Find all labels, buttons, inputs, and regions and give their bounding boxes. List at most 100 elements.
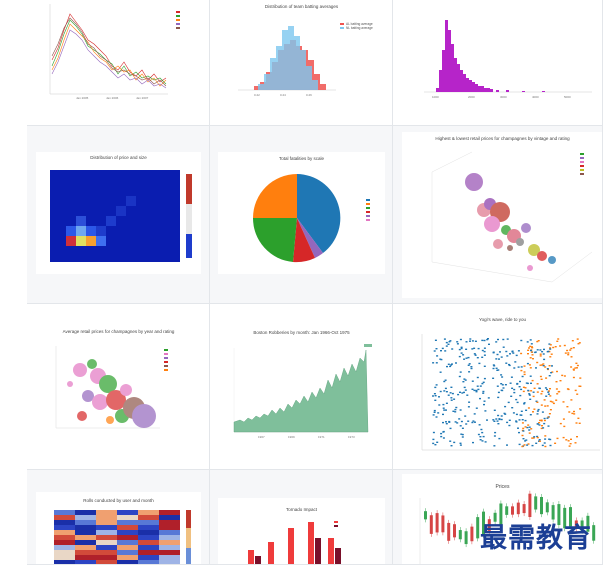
gallery-cell-area-chart[interactable]: Boston Robberies by month: Jan 1966-Oct …: [210, 304, 393, 470]
strip-point: [524, 440, 527, 442]
strip-point: [474, 421, 476, 423]
strip-point: [574, 389, 577, 392]
strip-point: [577, 417, 580, 419]
candle-body: [482, 511, 485, 536]
strip-point: [471, 388, 474, 390]
strip-point: [573, 410, 575, 413]
heatmap-cell: [117, 520, 138, 525]
strip-point: [519, 394, 522, 397]
candle-body: [441, 515, 445, 533]
strip-point: [497, 391, 500, 394]
strip-point: [522, 438, 525, 440]
chart-title: Tornado Impact: [285, 507, 318, 512]
heatmap-cell: [138, 540, 159, 545]
strip-point: [496, 420, 499, 422]
strip-point: [579, 385, 582, 387]
strip-point: [543, 358, 546, 361]
gallery-cell-strip-scatter[interactable]: Yogi's wave, ride to you: [393, 304, 603, 470]
strip-point: [505, 350, 508, 353]
strip-point: [552, 346, 555, 349]
strip-point: [443, 409, 446, 411]
strip-point: [475, 389, 478, 392]
strip-point: [578, 342, 581, 344]
strip-point: [496, 369, 499, 371]
strip-point: [483, 400, 486, 402]
strip-point: [445, 423, 448, 425]
heatmap-cell: [159, 520, 180, 525]
strip-point: [495, 341, 498, 343]
strip-point: [531, 437, 534, 439]
strip-point: [467, 364, 470, 366]
strip-point: [512, 412, 515, 414]
strip-point: [492, 364, 495, 366]
strip-point: [575, 362, 578, 364]
strip-point: [481, 356, 484, 358]
strip-point: [515, 413, 518, 416]
strip-point: [527, 353, 529, 355]
strip-point: [521, 375, 524, 378]
gallery-cell-magenta-histogram[interactable]: 1000 2000 3000 4000 5000: [393, 0, 603, 126]
strip-point: [465, 357, 468, 359]
strip-point: [540, 427, 543, 430]
gallery-cell-bubble-chart[interactable]: Average retail prices for champagnes by …: [27, 304, 210, 470]
heatmap-cell: [75, 530, 96, 535]
heatmap-cell: [117, 510, 138, 515]
gallery-cell-3d-bubble[interactable]: Highest & lowest retail prices for champ…: [393, 126, 603, 304]
gallery-cell-line-chart[interactable]: Jan 2005 Jan 2006 Jan 2007: [27, 0, 210, 126]
strip-point: [460, 433, 463, 435]
bubble-chart: [55, 346, 160, 429]
strip-point: [544, 445, 547, 448]
heatmap-cell: [54, 535, 75, 540]
strip-point: [538, 440, 541, 442]
strip-point: [497, 396, 500, 399]
gallery-cell-candlestick[interactable]: Prices: [393, 470, 603, 565]
strip-point: [520, 339, 523, 342]
strip-point: [551, 365, 553, 367]
heatmap-cell: [117, 550, 138, 555]
strip-point: [567, 354, 570, 356]
strip-point: [520, 352, 523, 355]
strip-point: [460, 346, 463, 348]
gallery-cell-grouped-bar[interactable]: Tornado Impact: [210, 470, 393, 565]
3d-bubble-legend: [580, 152, 586, 176]
strip-point: [576, 367, 578, 369]
strip-point: [443, 380, 446, 383]
strip-point: [532, 411, 534, 413]
strip-point: [503, 412, 506, 415]
strip-point: [578, 385, 581, 387]
strip-point: [556, 393, 559, 395]
strip-point: [511, 387, 514, 389]
strip-point: [492, 367, 495, 370]
annotated-heatmap-thumbnail: Rolls conducted by user and month: [36, 492, 201, 564]
chart-title: Total fatalities by scale: [278, 156, 325, 161]
gallery-cell-histogram-overlay[interactable]: Distribution of team batting averages: [210, 0, 393, 126]
strip-point: [563, 375, 566, 377]
strip-point: [562, 401, 565, 403]
strip-point: [548, 375, 551, 377]
plot-gallery: Jan 2005 Jan 2006 Jan 2007 Distribution …: [27, 0, 603, 565]
strip-point: [529, 414, 532, 416]
strip-point: [530, 428, 533, 430]
strip-point: [492, 351, 495, 353]
gallery-cell-annotated-heatmap[interactable]: Rolls conducted by user and month: [27, 470, 210, 565]
strip-point: [536, 383, 539, 385]
strip-point: [523, 373, 526, 376]
strip-point: [528, 364, 531, 366]
heatmap-cell: [138, 525, 159, 530]
strip-point: [549, 347, 552, 349]
strip-point: [579, 377, 582, 379]
strip-point: [539, 353, 542, 355]
gallery-cell-pie-chart[interactable]: Total fatalities by scale: [210, 126, 393, 304]
chart-title: Highest & lowest retail prices for champ…: [435, 136, 570, 141]
gallery-cell-heatmap[interactable]: Distribution of price and size: [27, 126, 210, 304]
strip-point: [537, 340, 540, 342]
heatmap-cell: [159, 540, 180, 545]
strip-point: [527, 407, 530, 409]
svg-text:Jan 2005: Jan 2005: [76, 96, 89, 100]
grouped-bar-legend: [334, 520, 340, 528]
candle-body: [574, 520, 578, 529]
strip-point: [465, 423, 468, 425]
strip-point: [513, 367, 516, 369]
strip-point: [566, 388, 569, 390]
strip-point: [454, 411, 457, 413]
